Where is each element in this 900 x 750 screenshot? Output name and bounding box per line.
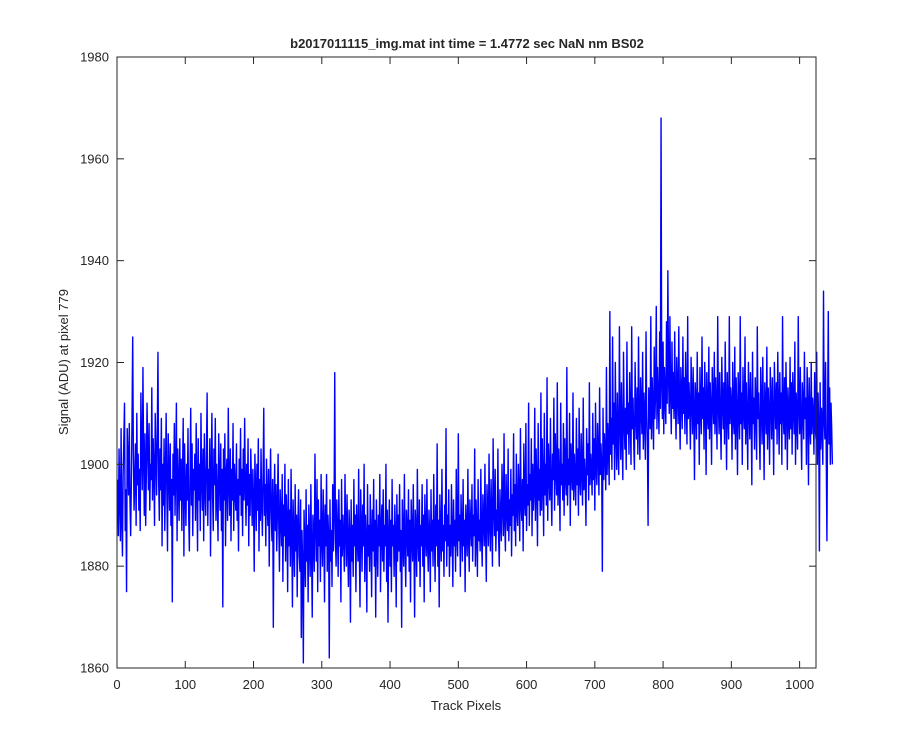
y-tick-label-1900: 1900 [80,457,109,472]
x-tick-label-600: 600 [516,677,538,692]
series-line-0 [116,117,834,664]
y-tick-label-1880: 1880 [80,559,109,574]
plot-area: 0 100 200 300 400 500 600 700 800 900 1000 1860 188… [80,50,834,692]
x-tick-label-300: 300 [311,677,333,692]
x-tick-label-800: 800 [652,677,674,692]
x-tick-label-700: 700 [584,677,606,692]
x-tick-label-1000: 1000 [785,677,814,692]
y-tick-label-1960: 1960 [80,151,109,166]
x-axis-label: Track Pixels [431,698,502,713]
x-axis-ticks: 0 100 200 300 400 500 600 700 800 900 1000 [113,57,814,692]
y-axis-label: Signal (ADU) at pixel 779 [56,289,71,435]
x-tick-label-500: 500 [447,677,469,692]
x-tick-label-400: 400 [379,677,401,692]
x-tick-label-0: 0 [113,677,120,692]
series-line-layer [116,117,834,664]
y-tick-label-1920: 1920 [80,355,109,370]
y-tick-label-1940: 1940 [80,253,109,268]
chart-title: b2017011115_img.mat int time = 1.4772 se… [290,36,644,51]
x-tick-label-900: 900 [721,677,743,692]
x-tick-label-100: 100 [174,677,196,692]
y-axis-ticks: 1860 1880 1900 1920 1940 1960 1980 [80,50,816,676]
x-tick-label-200: 200 [243,677,265,692]
y-tick-label-1860: 1860 [80,661,109,676]
y-tick-label-1980: 1980 [80,50,109,65]
